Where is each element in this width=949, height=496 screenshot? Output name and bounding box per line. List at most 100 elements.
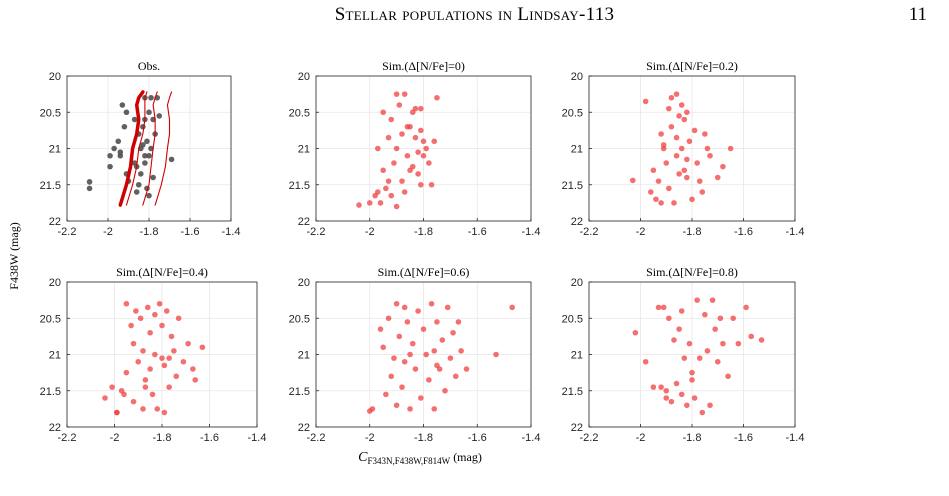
data-point (678, 308, 685, 314)
y-tick-label: 21.5 (40, 180, 61, 192)
data-point (727, 145, 734, 152)
y-tick-label: 20.5 (289, 313, 310, 325)
data-point (439, 337, 446, 343)
data-point (428, 300, 435, 307)
data-point (673, 134, 680, 141)
data-point (415, 149, 421, 155)
data-point (377, 200, 384, 206)
data-point (681, 167, 688, 174)
plot-area (86, 90, 175, 207)
x-tick-label: -1.4 (222, 226, 241, 238)
data-point (123, 369, 130, 376)
data-point (168, 156, 175, 163)
data-point (117, 152, 124, 159)
x-tick-label: -1.4 (522, 432, 541, 444)
y-tick-label: 21.5 (289, 386, 310, 398)
data-point (434, 94, 440, 101)
data-point (632, 329, 639, 336)
y-tick-label: 20 (49, 71, 61, 83)
data-point (142, 384, 149, 390)
data-point (428, 181, 435, 188)
data-point (717, 315, 724, 322)
data-point (128, 322, 134, 329)
data-point (146, 192, 152, 199)
data-point (671, 337, 677, 343)
data-point (401, 91, 408, 97)
data-point (107, 152, 113, 159)
data-point (166, 355, 172, 361)
data-point (702, 311, 708, 318)
fiducial-line (118, 90, 145, 207)
data-point (707, 152, 713, 159)
y-tick-label: 21 (298, 350, 310, 362)
data-point (694, 160, 700, 166)
data-point (629, 177, 636, 184)
data-point (409, 163, 416, 170)
data-point (121, 123, 128, 130)
data-point (709, 297, 716, 303)
data-point (109, 384, 115, 390)
x-tick-label: -1.4 (522, 226, 541, 238)
data-point (190, 366, 196, 372)
data-point (653, 196, 659, 203)
data-point (399, 178, 405, 184)
data-point (418, 181, 424, 188)
data-point (663, 160, 670, 166)
data-point (161, 362, 168, 369)
data-point (412, 105, 419, 112)
data-point (415, 308, 421, 314)
data-point (434, 319, 440, 325)
data-point (140, 406, 146, 412)
footer-fragment (60, 484, 360, 496)
data-point (161, 409, 168, 416)
data-point (391, 160, 397, 166)
plot-area (629, 91, 734, 206)
x-tick-label: -2 (365, 432, 375, 444)
data-point (199, 344, 206, 351)
data-point (375, 145, 381, 152)
panel-title: Sim.(Δ[N/Fe]=0) (382, 59, 465, 73)
data-point (366, 200, 373, 206)
x-tick-label: -2 (636, 226, 646, 238)
data-point (671, 200, 677, 206)
data-point (666, 315, 672, 322)
data-point (699, 409, 706, 416)
data-point (142, 377, 149, 383)
data-point (423, 351, 429, 358)
data-point (159, 355, 165, 361)
x-tick-label: -1.8 (140, 226, 159, 238)
y-tick-label: 20 (571, 71, 583, 83)
data-point (133, 308, 139, 314)
y-tick-label: 21 (49, 350, 61, 362)
data-point (420, 138, 427, 145)
data-point (650, 167, 657, 174)
data-point (168, 333, 175, 340)
panel-sim-08: -2.2 -2 -1.8 -1.6 -1.4 20 20.5 21 21.5 22 Sim.(Δ[N… (562, 265, 805, 444)
data-point (144, 304, 151, 311)
data-point (412, 134, 419, 141)
data-point (154, 406, 161, 412)
panel-title: Sim.(Δ[N/Fe]=0.4) (116, 265, 208, 279)
data-point (380, 167, 386, 174)
x-tick-label: -1.4 (248, 432, 267, 444)
data-point (173, 373, 180, 380)
data-point (399, 131, 405, 137)
data-point (142, 152, 148, 159)
data-point (138, 171, 144, 177)
data-point (393, 300, 400, 307)
x-tick-label: -1.8 (153, 432, 172, 444)
data-point (660, 304, 667, 311)
x-tick-label: -2 (636, 432, 646, 444)
data-point (393, 402, 400, 409)
data-point (412, 366, 419, 372)
data-point (380, 344, 386, 351)
y-tick-label: 20 (571, 277, 583, 289)
data-point (142, 160, 148, 166)
data-point (192, 377, 199, 383)
data-point (666, 185, 672, 192)
data-point (707, 402, 713, 409)
y-tick-label: 20 (298, 71, 310, 83)
y-tick-label: 22 (298, 216, 310, 228)
x-tick-label: -1.6 (734, 226, 753, 238)
data-point (455, 319, 462, 325)
